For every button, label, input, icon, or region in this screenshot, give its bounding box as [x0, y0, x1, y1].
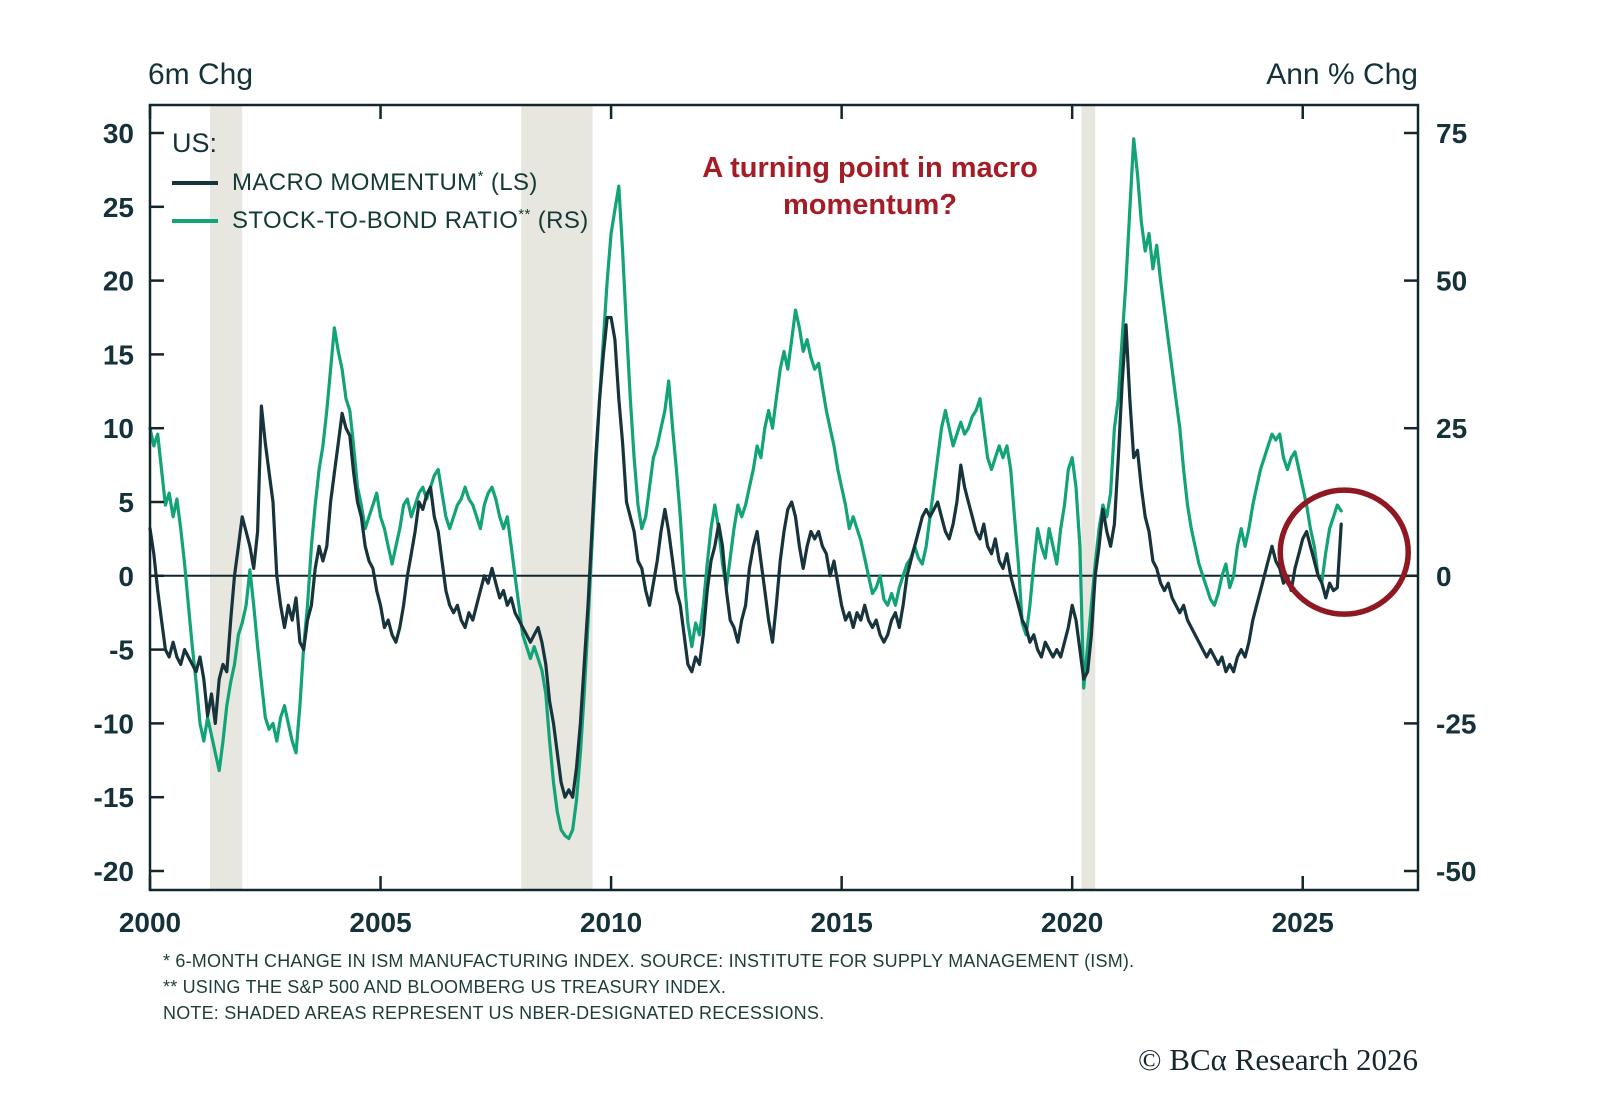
y-left-tick-label: -10	[94, 708, 134, 739]
x-tick-label: 2015	[810, 907, 872, 938]
y-right-tick-label: 75	[1436, 118, 1467, 149]
legend-item-label: MACRO MOMENTUM* (LS)	[232, 169, 538, 196]
y-right-tick-label: -50	[1436, 856, 1476, 887]
y-right-tick-label: 0	[1436, 561, 1452, 592]
footnote-marker: **	[518, 207, 531, 223]
x-tick-label: 2025	[1272, 907, 1334, 938]
footnote-marker: *	[477, 169, 484, 185]
y-left-tick-label: 25	[103, 192, 134, 223]
footnote-line: * 6-MONTH CHANGE IN ISM MANUFACTURING IN…	[163, 951, 1135, 971]
series-line-stock-to-bond	[148, 137, 1343, 841]
y-left-tick-label: 10	[103, 413, 134, 444]
legend-item-macro-momentum: MACRO MOMENTUM* (LS)	[172, 169, 589, 197]
legend: US: MACRO MOMENTUM* (LS) STOCK-TO-BOND R…	[172, 128, 589, 235]
x-tick-label: 2000	[119, 907, 181, 938]
y-left-tick-label: 5	[118, 487, 134, 518]
macro-momentum-line-swatch	[172, 181, 218, 185]
y-left-tick-label: 20	[103, 266, 134, 297]
y-right-tick-label: 50	[1436, 266, 1467, 297]
series-line-macro-momentum	[148, 315, 1343, 799]
footnote-line: ** USING THE S&P 500 AND BLOOMBERG US TR…	[163, 977, 727, 997]
right-axis-title: Ann % Chg	[1266, 58, 1418, 91]
recession-band	[1081, 105, 1096, 890]
y-right-tick-label: 25	[1436, 413, 1467, 444]
y-right-tick-label: -25	[1436, 708, 1476, 739]
y-left-tick-label: -15	[94, 782, 134, 813]
left-axis-title: 6m Chg	[148, 58, 254, 91]
copyright: © BCα Research 2026	[1138, 1042, 1418, 1077]
y-left-tick-label: 30	[103, 118, 134, 149]
stock-to-bond-line-swatch	[172, 219, 218, 223]
y-left-tick-label: -5	[109, 635, 134, 666]
x-tick-label: 2010	[580, 907, 642, 938]
y-left-tick-label: 0	[118, 561, 134, 592]
annotation-text: A turning point in macro momentum?	[702, 152, 1038, 221]
legend-region-label: US:	[172, 128, 218, 158]
footnotes: * 6-MONTH CHANGE IN ISM MANUFACTURING IN…	[163, 948, 1134, 1026]
footnote-line: NOTE: SHADED AREAS REPRESENT US NBER-DES…	[163, 1003, 825, 1023]
plot-frame	[148, 103, 1420, 892]
y-left-tick-label: -20	[94, 856, 134, 887]
legend-item-label: STOCK-TO-BOND RATIO** (RS)	[232, 207, 589, 234]
x-tick-label: 2005	[349, 907, 411, 938]
highlight-circle	[1277, 487, 1411, 617]
legend-item-stock-to-bond: STOCK-TO-BOND RATIO** (RS)	[172, 207, 589, 235]
y-left-tick-label: 15	[103, 339, 134, 370]
x-tick-label: 2020	[1041, 907, 1103, 938]
